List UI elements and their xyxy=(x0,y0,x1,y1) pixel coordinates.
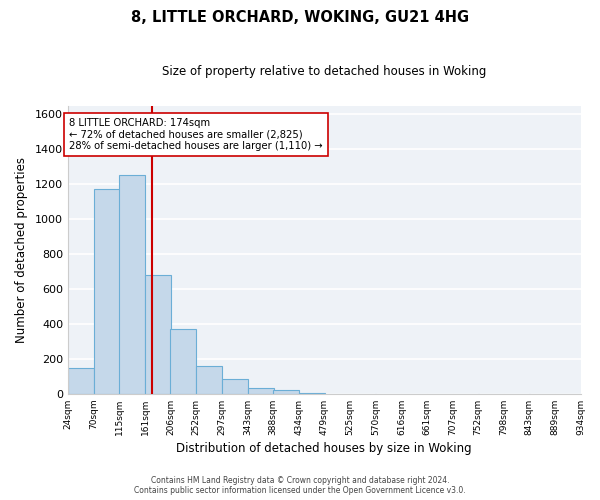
Bar xyxy=(299,393,325,394)
Bar xyxy=(170,329,196,394)
Y-axis label: Number of detached properties: Number of detached properties xyxy=(15,156,28,342)
Bar xyxy=(68,368,94,394)
Title: Size of property relative to detached houses in Woking: Size of property relative to detached ho… xyxy=(162,65,487,78)
Bar xyxy=(94,190,120,394)
Bar xyxy=(145,275,171,394)
Bar xyxy=(248,388,274,394)
Text: 8 LITTLE ORCHARD: 174sqm
← 72% of detached houses are smaller (2,825)
28% of sem: 8 LITTLE ORCHARD: 174sqm ← 72% of detach… xyxy=(69,118,323,151)
Bar xyxy=(222,379,248,394)
Bar xyxy=(119,174,145,394)
Bar xyxy=(196,366,222,394)
Bar xyxy=(273,390,299,394)
Text: 8, LITTLE ORCHARD, WOKING, GU21 4HG: 8, LITTLE ORCHARD, WOKING, GU21 4HG xyxy=(131,10,469,25)
X-axis label: Distribution of detached houses by size in Woking: Distribution of detached houses by size … xyxy=(176,442,472,455)
Text: Contains HM Land Registry data © Crown copyright and database right 2024.
Contai: Contains HM Land Registry data © Crown c… xyxy=(134,476,466,495)
